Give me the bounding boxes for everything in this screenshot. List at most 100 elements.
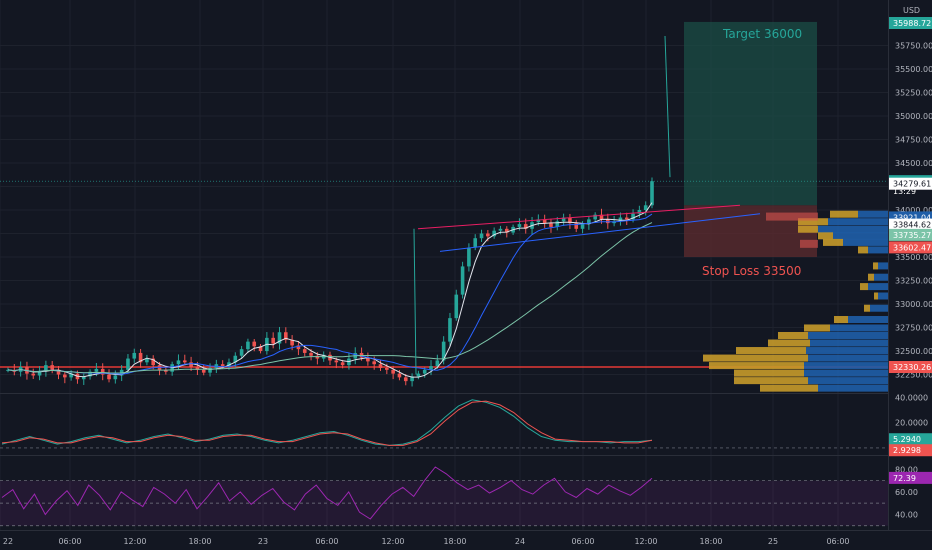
- candle-body: [448, 318, 452, 342]
- volume-bar-blue: [843, 238, 888, 246]
- time-tick-label: 06:00: [58, 537, 81, 546]
- currency-label: USD: [903, 6, 920, 15]
- ma-medium: [7, 213, 653, 375]
- rsi-pane: [0, 466, 888, 527]
- volume-bar-blue: [806, 347, 888, 355]
- volume-bar-gold: [734, 377, 808, 385]
- macd-axis: 40.0000 20.0000 5.2940 2.9298: [889, 393, 932, 457]
- candle-body: [479, 233, 484, 239]
- volume-bar-blue: [808, 331, 888, 339]
- candle-body: [587, 219, 591, 225]
- trend-line-upper: [417, 204, 741, 230]
- candle-body: [340, 362, 345, 366]
- candle-body: [145, 358, 149, 363]
- price-label-text: 33735.27: [893, 231, 931, 240]
- candle-body: [523, 224, 528, 229]
- candle-body: [429, 366, 433, 370]
- candle-body: [650, 181, 654, 206]
- price-label-box: [889, 361, 932, 373]
- volume-bar-gold: [873, 262, 878, 270]
- candle-body: [182, 360, 187, 363]
- candle-body: [31, 373, 36, 376]
- candle-body: [454, 294, 459, 319]
- candle-body: [555, 221, 560, 227]
- candle-body: [372, 361, 376, 365]
- volume-bar-gold: [798, 218, 828, 226]
- volume-bar-blue: [878, 292, 888, 300]
- price-tick-label: 33500.00: [895, 253, 932, 262]
- moving-averages: [7, 202, 653, 378]
- candle-body: [296, 345, 301, 350]
- price-tick-label: 35750.00: [895, 41, 932, 50]
- candle-body: [151, 358, 156, 366]
- candle-body: [132, 352, 137, 359]
- macd-value-box: [889, 433, 932, 446]
- macd-tick-label: 20.0000: [895, 419, 928, 428]
- price-tick-label: 32750.00: [895, 324, 932, 333]
- time-tick-label: 06:00: [315, 537, 338, 546]
- candle-body: [63, 374, 67, 378]
- volume-bar-blue: [870, 304, 888, 312]
- candle-body: [397, 373, 402, 378]
- price-label-box: [889, 177, 932, 190]
- candle-body: [309, 352, 313, 356]
- volume-bar-gold: [823, 238, 843, 246]
- candle-body: [416, 373, 421, 377]
- volume-bar-blue: [808, 377, 888, 385]
- rsi-tick-label: 60.00: [895, 488, 918, 497]
- price-label-box: [889, 17, 932, 29]
- volume-bar-blue: [833, 232, 888, 240]
- price-label-text: 35988.72: [893, 19, 931, 28]
- candle-body: [81, 376, 86, 380]
- price-tick-label: 33000.00: [895, 300, 932, 309]
- rsi-line: [1, 466, 653, 520]
- time-tick-label: 18:00: [443, 537, 466, 546]
- candle-body: [189, 362, 193, 368]
- time-tick-label: 06:00: [826, 537, 849, 546]
- volume-bar-highlight: [766, 212, 818, 221]
- candle-body: [277, 332, 282, 344]
- volume-bar-blue: [858, 210, 888, 218]
- price-label-text: 32330.26: [893, 363, 931, 372]
- volume-bar-blue: [804, 369, 888, 377]
- candle-body: [201, 369, 206, 373]
- candle-body: [599, 214, 604, 220]
- time-tick-label: 24: [515, 537, 525, 546]
- volume-bar-blue: [874, 273, 888, 281]
- candle-body: [208, 367, 212, 373]
- candle-body: [176, 360, 181, 365]
- volume-bar-gold: [734, 369, 804, 377]
- volume-bar-blue: [808, 354, 888, 362]
- candle-body: [460, 266, 465, 295]
- volume-bar-gold: [760, 384, 818, 392]
- volume-bar-gold: [778, 331, 808, 339]
- candle-body: [252, 341, 257, 347]
- ma-fast: [7, 202, 653, 378]
- candle-body: [233, 355, 238, 363]
- candle-body: [492, 230, 496, 237]
- macd-value-box: [889, 444, 932, 457]
- macd-value-text: 2.9298: [893, 446, 921, 455]
- trend-drawings[interactable]: [413, 36, 761, 375]
- macd-series-line: [1, 399, 653, 446]
- price-tick-label: 35250.00: [895, 88, 932, 97]
- time-tick-label: 12:00: [381, 537, 404, 546]
- position-zones[interactable]: [0, 21, 888, 368]
- candle-body: [486, 233, 490, 237]
- time-tick-label: 23: [258, 537, 268, 546]
- volume-bar-blue: [818, 225, 888, 233]
- volume-bar-highlight: [800, 239, 818, 248]
- volume-bar-gold: [818, 232, 833, 240]
- time-tick-label: 18:00: [188, 537, 211, 546]
- candle-body: [378, 364, 383, 368]
- candle-body: [643, 205, 648, 210]
- projection-line-past: [413, 228, 417, 375]
- rsi-tick-label: 40.00: [895, 510, 918, 519]
- candle-body: [239, 349, 244, 356]
- candle-body: [498, 228, 503, 231]
- rsi-value-box: [889, 471, 932, 484]
- price-label-text: 34279.61: [893, 180, 931, 189]
- price-axis[interactable]: 32250.00 32500.00 32750.00 33000.00 33250.00…: [895, 41, 932, 379]
- time-axis[interactable]: 22 06:00 12:00 18:00 23 06:00 12:00 18:00 24 06:0…: [3, 537, 850, 546]
